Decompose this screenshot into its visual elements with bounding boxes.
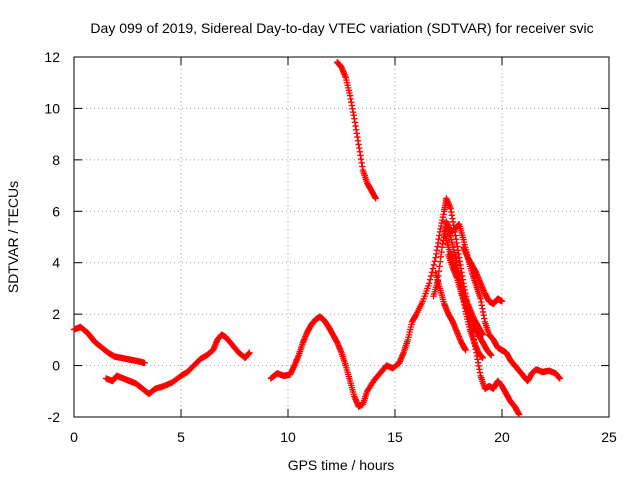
data-point-plus	[479, 354, 486, 362]
plot-frame	[73, 56, 610, 418]
data-point-plus	[515, 411, 523, 418]
y-tick-label: 8	[52, 152, 60, 168]
series-track-4	[334, 58, 379, 202]
grid-lines	[74, 57, 609, 417]
axis-ticks	[73, 56, 610, 418]
data-point-plus	[246, 349, 253, 356]
y-tick-label: 2	[52, 306, 60, 322]
y-tick-label: 4	[52, 255, 60, 271]
x-tick-label: 25	[601, 429, 617, 445]
x-tick-label: 5	[177, 429, 185, 445]
x-tick-label: 15	[387, 429, 403, 445]
x-tick-label: 20	[494, 429, 510, 445]
x-tick-label: 0	[70, 429, 78, 445]
chart-title: Day 099 of 2019, Sidereal Day-to-day VTE…	[90, 20, 593, 36]
data-point-plus	[430, 261, 438, 269]
data-point-plus	[431, 258, 438, 265]
data-point-plus	[426, 280, 433, 287]
data-point-plus	[462, 346, 469, 354]
series-track-1	[70, 323, 148, 367]
x-axis-tick-labels: 0 5 10 15 20 25	[70, 429, 617, 445]
data-point-plus	[498, 298, 506, 305]
series-track-10	[432, 269, 469, 354]
data-points	[70, 58, 563, 418]
y-axis-tick-labels: -2 0 2 4 6 8 10 12	[44, 49, 60, 425]
data-point-plus	[141, 359, 148, 367]
y-axis-label: SDTVAR / TECUs	[5, 181, 21, 293]
data-point-plus	[427, 272, 435, 280]
data-point-plus	[556, 375, 563, 382]
data-point-plus	[429, 265, 437, 272]
y-tick-label: 0	[52, 358, 60, 374]
data-point-plus	[428, 269, 436, 276]
series-track-2	[102, 331, 253, 398]
x-axis-label: GPS time / hours	[288, 457, 395, 473]
data-point-plus	[488, 352, 495, 359]
series-track-6	[443, 218, 563, 385]
y-tick-label: -2	[48, 409, 61, 425]
data-point-plus	[426, 276, 434, 283]
y-tick-label: 6	[52, 203, 60, 219]
y-tick-label: 12	[44, 49, 60, 65]
series-track-8	[445, 251, 495, 359]
y-tick-label: 10	[44, 100, 60, 116]
data-point-plus	[372, 195, 379, 202]
x-tick-label: 10	[280, 429, 296, 445]
series-track-9	[460, 244, 506, 308]
series-track-3	[267, 195, 523, 418]
